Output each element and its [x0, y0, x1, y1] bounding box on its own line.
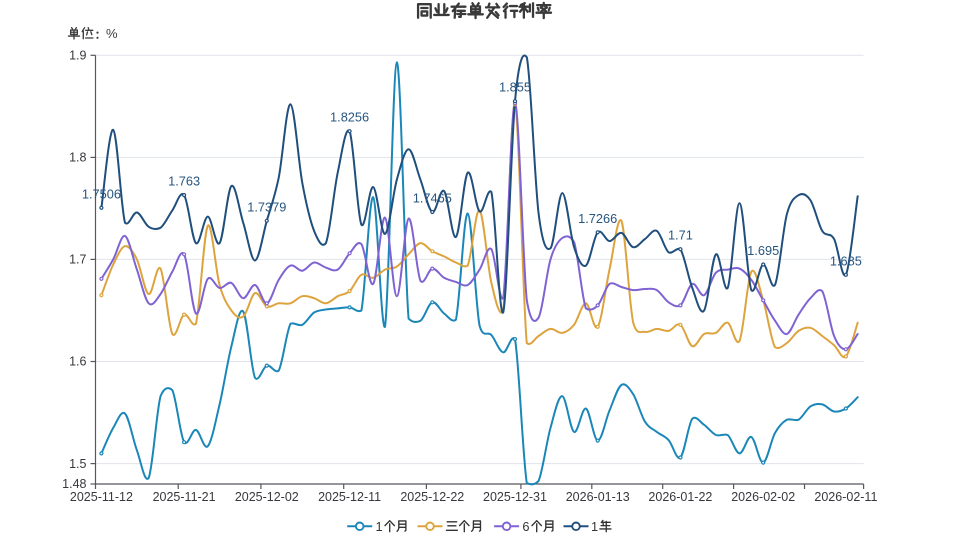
svg-text:1.9: 1.9	[69, 49, 86, 63]
svg-text:1.7266: 1.7266	[578, 211, 617, 226]
svg-text:2026-01-22: 2026-01-22	[648, 490, 712, 504]
svg-text:1.8256: 1.8256	[330, 110, 369, 125]
svg-text:1.7379: 1.7379	[247, 199, 286, 214]
svg-text:2025-11-21: 2025-11-21	[153, 490, 216, 504]
svg-text:1.6: 1.6	[69, 355, 86, 369]
svg-text:2025-12-31: 2025-12-31	[483, 490, 547, 504]
svg-text:2025-12-22: 2025-12-22	[400, 490, 464, 504]
svg-text:2026-02-11: 2026-02-11	[814, 490, 877, 504]
svg-text:2026-01-13: 2026-01-13	[566, 490, 630, 504]
svg-text:2025-12-11: 2025-12-11	[318, 490, 381, 504]
svg-text:1.695: 1.695	[747, 243, 779, 258]
svg-text:2026-02-02: 2026-02-02	[731, 490, 795, 504]
svg-text:1.7465: 1.7465	[413, 191, 452, 206]
svg-text:1.5: 1.5	[69, 457, 86, 471]
svg-text:1.8: 1.8	[69, 151, 86, 165]
svg-text:1.71: 1.71	[668, 228, 693, 243]
svg-text:6: 6	[522, 519, 529, 534]
svg-text:1.763: 1.763	[168, 174, 200, 189]
svg-text:1.855: 1.855	[499, 80, 531, 95]
svg-text:%: %	[106, 26, 118, 41]
svg-text:2025-11-12: 2025-11-12	[70, 490, 133, 504]
svg-text:1: 1	[376, 519, 383, 534]
svg-text:2025-12-02: 2025-12-02	[235, 490, 299, 504]
svg-text:1.7506: 1.7506	[82, 186, 121, 201]
svg-text:1.7: 1.7	[69, 253, 86, 267]
svg-text:1.685: 1.685	[830, 253, 862, 268]
svg-text:1.48: 1.48	[62, 477, 86, 491]
svg-text:1: 1	[591, 519, 598, 534]
